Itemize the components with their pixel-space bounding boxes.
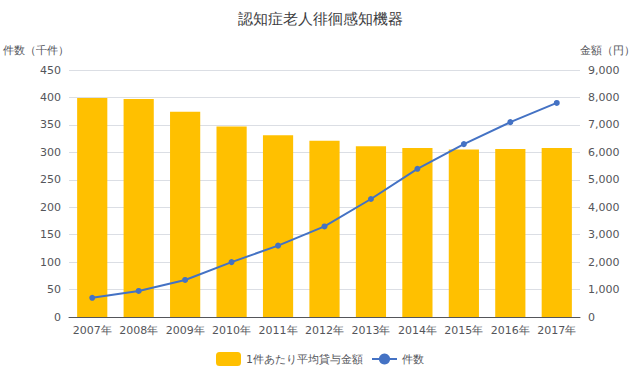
svg-text:2010年: 2010年 — [212, 324, 251, 337]
svg-text:2,000: 2,000 — [588, 256, 620, 269]
svg-text:2011年: 2011年 — [259, 324, 298, 337]
svg-text:2017年: 2017年 — [537, 324, 576, 337]
svg-text:2015年: 2015年 — [444, 324, 483, 337]
svg-text:350: 350 — [40, 118, 61, 131]
svg-text:2012年: 2012年 — [305, 324, 344, 337]
svg-text:300: 300 — [40, 146, 61, 159]
svg-text:1,000: 1,000 — [588, 283, 620, 296]
svg-text:250: 250 — [40, 173, 61, 186]
svg-text:2009年: 2009年 — [166, 324, 205, 337]
svg-text:金額（円）: 金額（円） — [580, 44, 635, 57]
svg-text:件数（千件）: 件数（千件） — [3, 44, 69, 57]
svg-text:0: 0 — [588, 311, 595, 324]
svg-text:2016年: 2016年 — [491, 324, 530, 337]
svg-text:2014年: 2014年 — [398, 324, 437, 337]
svg-text:450: 450 — [40, 64, 61, 77]
svg-text:1件あたり平均貸与金額: 1件あたり平均貸与金額 — [246, 353, 363, 366]
svg-text:7,000: 7,000 — [588, 118, 620, 131]
svg-text:6,000: 6,000 — [588, 146, 620, 159]
svg-text:50: 50 — [47, 283, 61, 296]
svg-text:認知症老人徘徊感知機器: 認知症老人徘徊感知機器 — [238, 10, 403, 28]
svg-text:件数: 件数 — [402, 353, 424, 366]
svg-text:3,000: 3,000 — [588, 228, 620, 241]
svg-text:8,000: 8,000 — [588, 91, 620, 104]
svg-text:5,000: 5,000 — [588, 173, 620, 186]
svg-text:150: 150 — [40, 228, 61, 241]
svg-text:2008年: 2008年 — [119, 324, 158, 337]
svg-text:9,000: 9,000 — [588, 64, 620, 77]
svg-text:4,000: 4,000 — [588, 201, 620, 214]
svg-text:400: 400 — [40, 91, 61, 104]
svg-text:2013年: 2013年 — [351, 324, 390, 337]
svg-text:200: 200 — [40, 201, 61, 214]
svg-text:0: 0 — [54, 311, 61, 324]
svg-text:100: 100 — [40, 256, 61, 269]
svg-text:2007年: 2007年 — [73, 324, 112, 337]
